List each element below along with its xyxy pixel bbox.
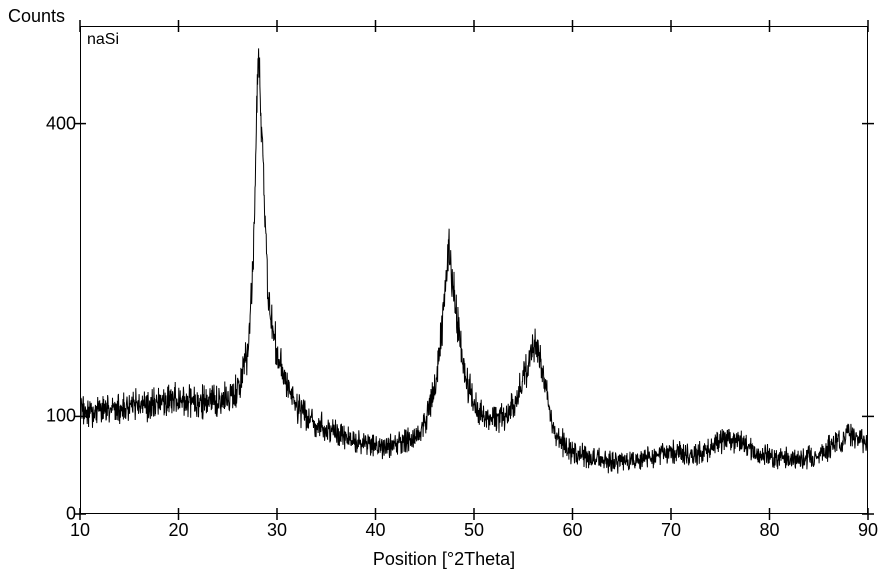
- xrd-chart: Counts Position [°2Theta] naSi 0100400 1…: [0, 0, 888, 574]
- y-tick-label: 400: [46, 113, 76, 134]
- x-tick-label: 60: [562, 520, 582, 541]
- plot-area: naSi: [80, 26, 868, 514]
- x-tick-label: 90: [858, 520, 878, 541]
- x-axis-title: Position [°2Theta]: [373, 549, 515, 570]
- x-tick-label: 70: [661, 520, 681, 541]
- x-tick-label: 40: [365, 520, 385, 541]
- y-tick-label: 100: [46, 406, 76, 427]
- x-tick-label: 50: [464, 520, 484, 541]
- x-tick-label: 10: [70, 520, 90, 541]
- data-line-svg: [81, 27, 867, 513]
- y-axis-title: Counts: [8, 6, 65, 27]
- x-tick-label: 30: [267, 520, 287, 541]
- x-tick-label: 80: [759, 520, 779, 541]
- x-tick-label: 20: [168, 520, 188, 541]
